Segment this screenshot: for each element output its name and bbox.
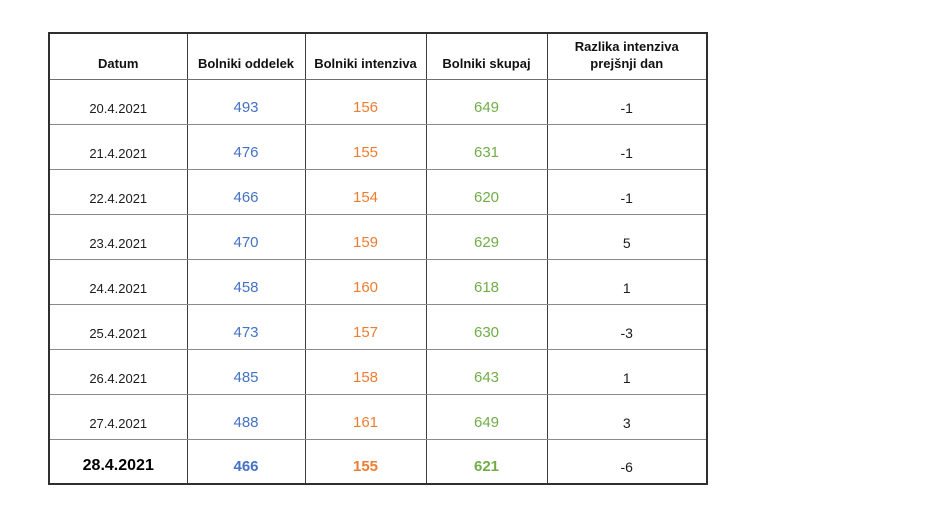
- cell-razlika: 1: [546, 348, 708, 395]
- cell-datum: 25.4.2021: [48, 303, 188, 350]
- table-row: 21.4.2021 476 155 631 -1: [48, 123, 708, 170]
- cell-bolniki-oddelek: 470: [186, 213, 306, 260]
- cell-razlika: 5: [546, 213, 708, 260]
- cell-bolniki-intenziva: 156: [304, 78, 427, 125]
- table-header: Datum Bolniki oddelek Bolniki intenziva …: [48, 33, 708, 80]
- cell-razlika: -6: [546, 438, 708, 485]
- cell-bolniki-intenziva: 159: [304, 213, 427, 260]
- cell-bolniki-skupaj: 630: [425, 303, 548, 350]
- table-row: 23.4.2021 470 159 629 5: [48, 213, 708, 260]
- cell-bolniki-skupaj: 631: [425, 123, 548, 170]
- cell-bolniki-intenziva: 160: [304, 258, 427, 305]
- column-header-datum: Datum: [48, 33, 188, 80]
- cell-bolniki-oddelek: 488: [186, 393, 306, 440]
- cell-datum: 22.4.2021: [48, 168, 188, 215]
- patients-table: Datum Bolniki oddelek Bolniki intenziva …: [48, 32, 708, 485]
- cell-bolniki-skupaj: 620: [425, 168, 548, 215]
- table-row: 27.4.2021 488 161 649 3: [48, 393, 708, 440]
- cell-datum: 28.4.2021: [48, 438, 188, 485]
- cell-bolniki-intenziva: 155: [304, 123, 427, 170]
- cell-bolniki-intenziva: 157: [304, 303, 427, 350]
- cell-bolniki-oddelek: 458: [186, 258, 306, 305]
- cell-bolniki-skupaj: 629: [425, 213, 548, 260]
- cell-bolniki-oddelek: 485: [186, 348, 306, 395]
- cell-razlika: -3: [546, 303, 708, 350]
- column-header-bolniki-intenziva: Bolniki intenziva: [304, 33, 427, 80]
- cell-razlika: -1: [546, 168, 708, 215]
- cell-datum: 27.4.2021: [48, 393, 188, 440]
- cell-bolniki-oddelek: 473: [186, 303, 306, 350]
- cell-bolniki-oddelek: 466: [186, 438, 306, 485]
- cell-datum: 26.4.2021: [48, 348, 188, 395]
- cell-bolniki-skupaj: 621: [425, 438, 548, 485]
- cell-datum: 24.4.2021: [48, 258, 188, 305]
- cell-razlika: -1: [546, 123, 708, 170]
- cell-datum: 21.4.2021: [48, 123, 188, 170]
- cell-razlika: 1: [546, 258, 708, 305]
- cell-bolniki-skupaj: 649: [425, 393, 548, 440]
- cell-bolniki-skupaj: 618: [425, 258, 548, 305]
- cell-bolniki-skupaj: 649: [425, 78, 548, 125]
- cell-bolniki-oddelek: 493: [186, 78, 306, 125]
- cell-razlika: -1: [546, 78, 708, 125]
- column-header-bolniki-oddelek: Bolniki oddelek: [186, 33, 306, 80]
- table-row: 22.4.2021 466 154 620 -1: [48, 168, 708, 215]
- table-row: 24.4.2021 458 160 618 1: [48, 258, 708, 305]
- table-row: 20.4.2021 493 156 649 -1: [48, 78, 708, 125]
- cell-bolniki-skupaj: 643: [425, 348, 548, 395]
- cell-bolniki-intenziva: 154: [304, 168, 427, 215]
- table-row: 25.4.2021 473 157 630 -3: [48, 303, 708, 350]
- table-row: 28.4.2021 466 155 621 -6: [48, 438, 708, 485]
- cell-bolniki-oddelek: 476: [186, 123, 306, 170]
- cell-bolniki-intenziva: 158: [304, 348, 427, 395]
- cell-bolniki-intenziva: 161: [304, 393, 427, 440]
- cell-bolniki-intenziva: 155: [304, 438, 427, 485]
- column-header-bolniki-skupaj: Bolniki skupaj: [425, 33, 548, 80]
- table-row: 26.4.2021 485 158 643 1: [48, 348, 708, 395]
- cell-bolniki-oddelek: 466: [186, 168, 306, 215]
- cell-razlika: 3: [546, 393, 708, 440]
- table-body: 20.4.2021 493 156 649 -1 21.4.2021 476 1…: [48, 78, 708, 485]
- cell-datum: 23.4.2021: [48, 213, 188, 260]
- header-row: Datum Bolniki oddelek Bolniki intenziva …: [48, 33, 708, 80]
- column-header-razlika-intenziva: Razlika intenziva prejšnji dan: [546, 33, 708, 80]
- cell-datum: 20.4.2021: [48, 78, 188, 125]
